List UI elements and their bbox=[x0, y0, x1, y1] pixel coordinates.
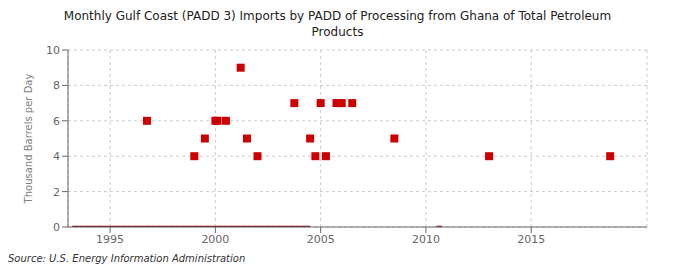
svg-text:2: 2 bbox=[53, 186, 60, 199]
svg-text:2000: 2000 bbox=[201, 233, 229, 246]
html-text:Products: Products bbox=[311, 25, 364, 39]
svg-text:2010: 2010 bbox=[412, 233, 440, 246]
svg-text:2015: 2015 bbox=[517, 233, 545, 246]
svg-text:4: 4 bbox=[53, 150, 60, 163]
svg-text:10: 10 bbox=[46, 44, 60, 57]
html-text:Source: U.S. Energy Informatio: Source: U.S. Energy Information Administ… bbox=[8, 253, 246, 264]
svg-text:1995: 1995 bbox=[96, 233, 124, 246]
svg-text:8: 8 bbox=[53, 79, 60, 92]
svg-text:2005: 2005 bbox=[307, 233, 335, 246]
svg-text:0: 0 bbox=[53, 221, 60, 234]
html-text:Monthly Gulf Coast (PADD 3) Im: Monthly Gulf Coast (PADD 3) Imports by P… bbox=[63, 9, 612, 23]
svg-text:Thousand Barrels per Day: Thousand Barrels per Day bbox=[23, 74, 34, 205]
svg-text:6: 6 bbox=[53, 115, 60, 128]
